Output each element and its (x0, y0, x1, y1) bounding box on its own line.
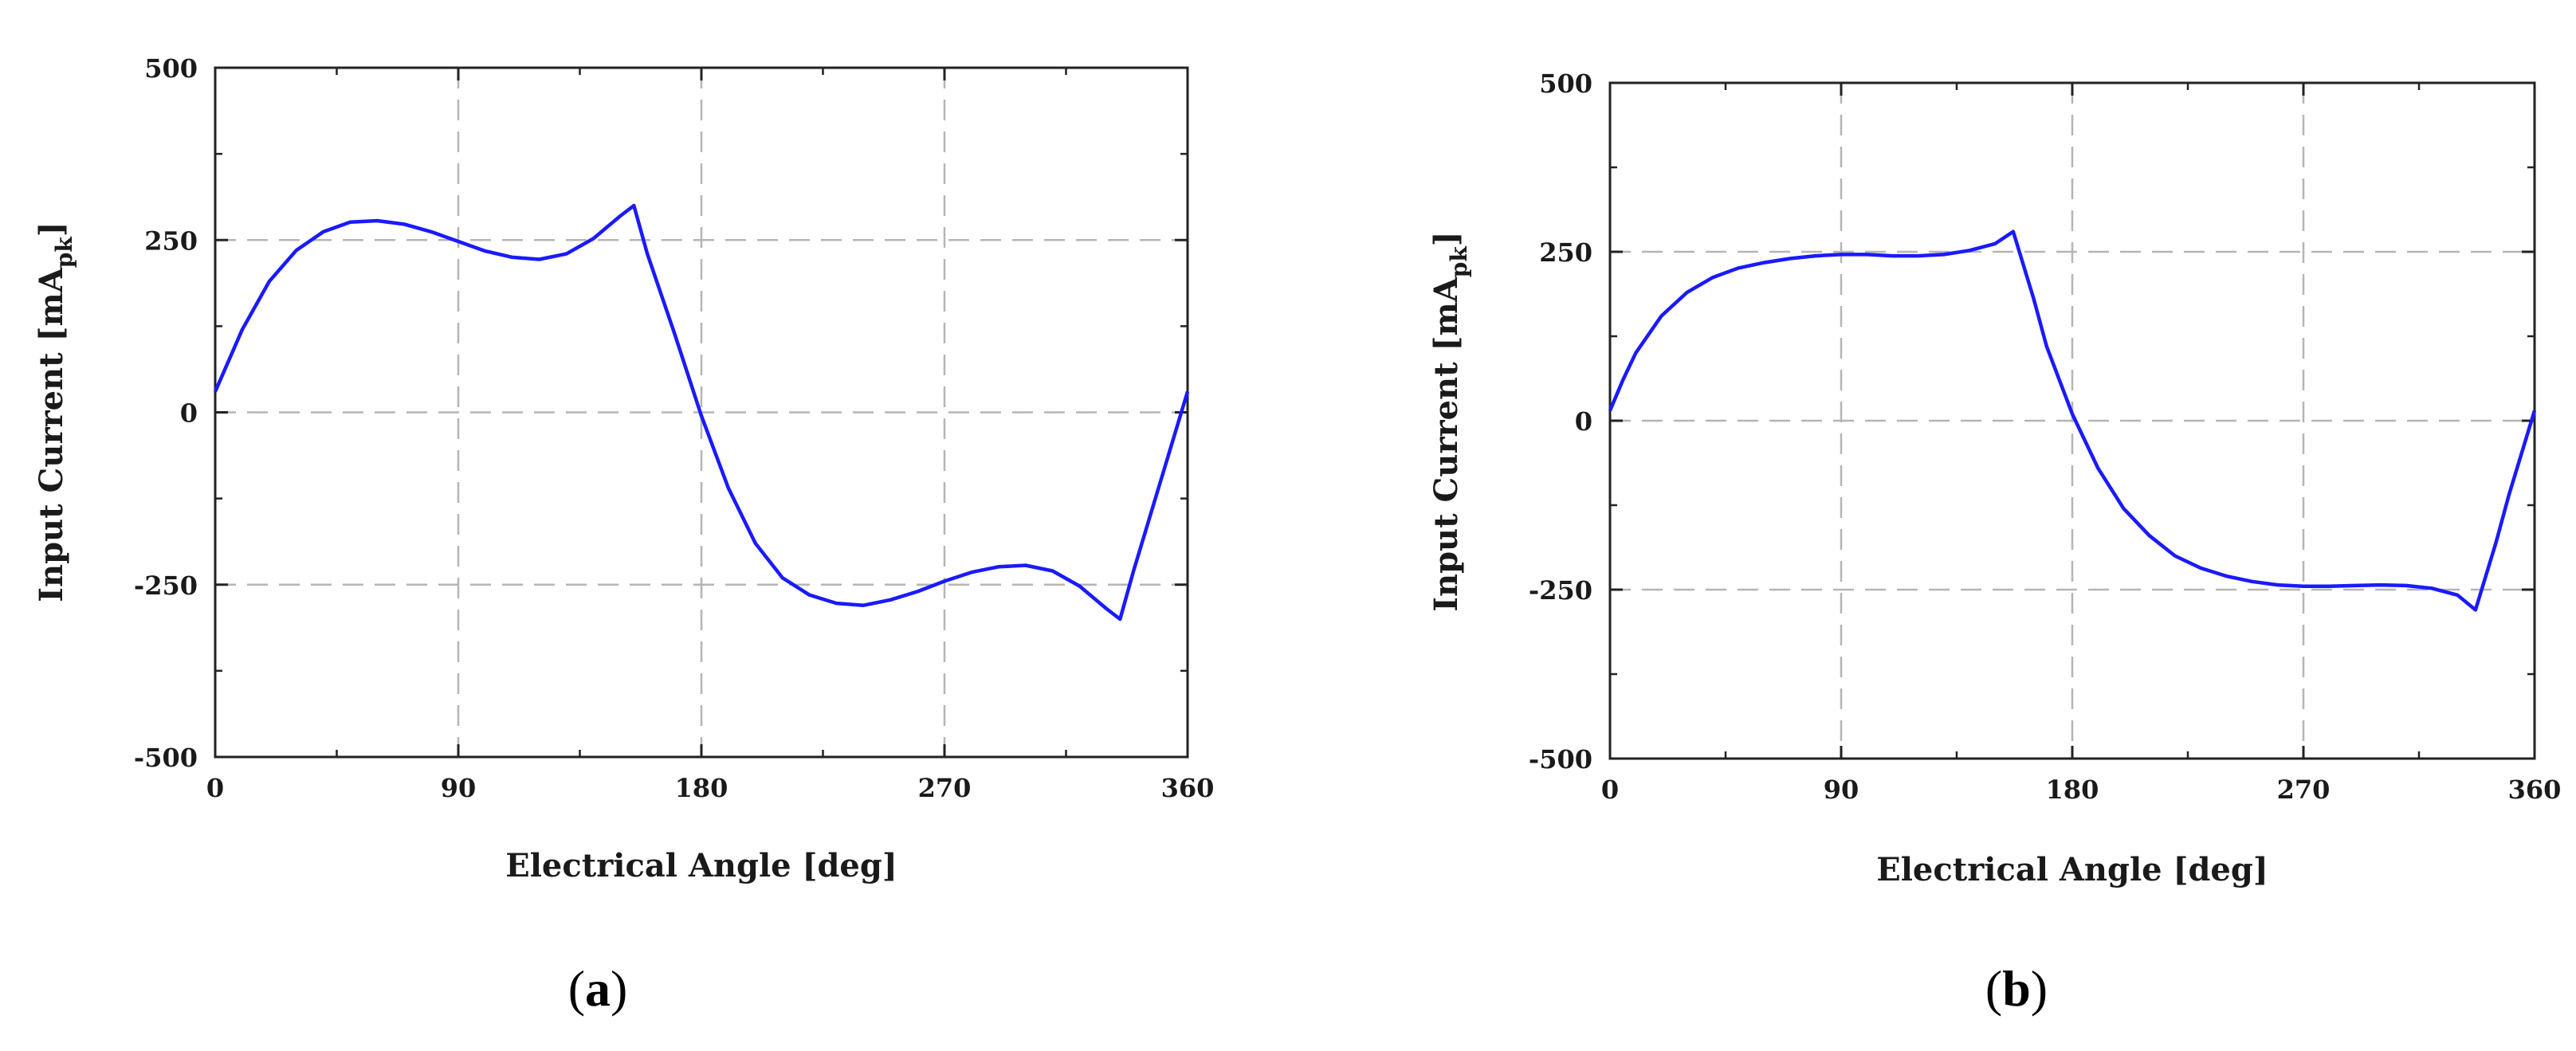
y-tick-label: 500 (144, 53, 198, 84)
y-axis-title-close: ] (33, 222, 70, 237)
y-tick-label: 250 (144, 225, 198, 256)
x-tick-label: 270 (2277, 775, 2331, 805)
panel-letter: a (585, 960, 611, 1017)
y-axis-title-close: ] (1427, 231, 1465, 246)
x-tick-label: 180 (675, 773, 728, 803)
x-tick-label: 270 (918, 773, 972, 803)
x-tick-label: 360 (2508, 775, 2562, 805)
y-tick-label: 0 (1575, 406, 1592, 437)
x-tick-label: 180 (2046, 775, 2099, 805)
y-tick-label: 500 (1539, 69, 1592, 99)
chart-panel-a: 0 90 180 270 360 -500 -250 0 250 500 Electrical An… (33, 53, 1214, 1017)
x-tick-label: 0 (1601, 775, 1619, 805)
y-axis-title-main: Input Current [mA (33, 267, 70, 602)
y-tick-label: -250 (1529, 575, 1592, 606)
y-tick-label: 250 (1539, 237, 1592, 268)
x-tick-label: 360 (1161, 773, 1215, 803)
series-line (213, 203, 1190, 622)
series-line (1608, 229, 2537, 612)
chart-panel-b: 0 90 180 270 360 -500 -250 0 250 500 Electrical An… (1427, 69, 2561, 1017)
x-tick-label: 90 (441, 773, 477, 803)
x-axis-title: Electrical Angle [deg] (505, 847, 897, 884)
x-tick-label: 90 (1824, 775, 1859, 805)
panel-label: (a) (568, 960, 628, 1017)
y-axis-title-main: Input Current [mA (1427, 276, 1465, 611)
y-axis-title: Input Current [mApk] (33, 222, 77, 602)
panel-letter: b (2002, 960, 2031, 1017)
y-tick-label: -250 (134, 571, 198, 601)
x-tick-label: 0 (206, 773, 224, 803)
y-tick-label: -500 (1529, 744, 1592, 775)
x-axis-title: Electrical Angle [deg] (1876, 851, 2268, 888)
y-tick-label: 0 (180, 398, 198, 429)
y-axis-title: Input Current [mApk] (1427, 231, 1472, 611)
y-tick-label: -500 (134, 743, 198, 773)
panel-label: (b) (1985, 960, 2048, 1017)
y-axis-title-subscript: pk (1446, 246, 1472, 278)
y-axis-title-subscript: pk (51, 237, 77, 269)
